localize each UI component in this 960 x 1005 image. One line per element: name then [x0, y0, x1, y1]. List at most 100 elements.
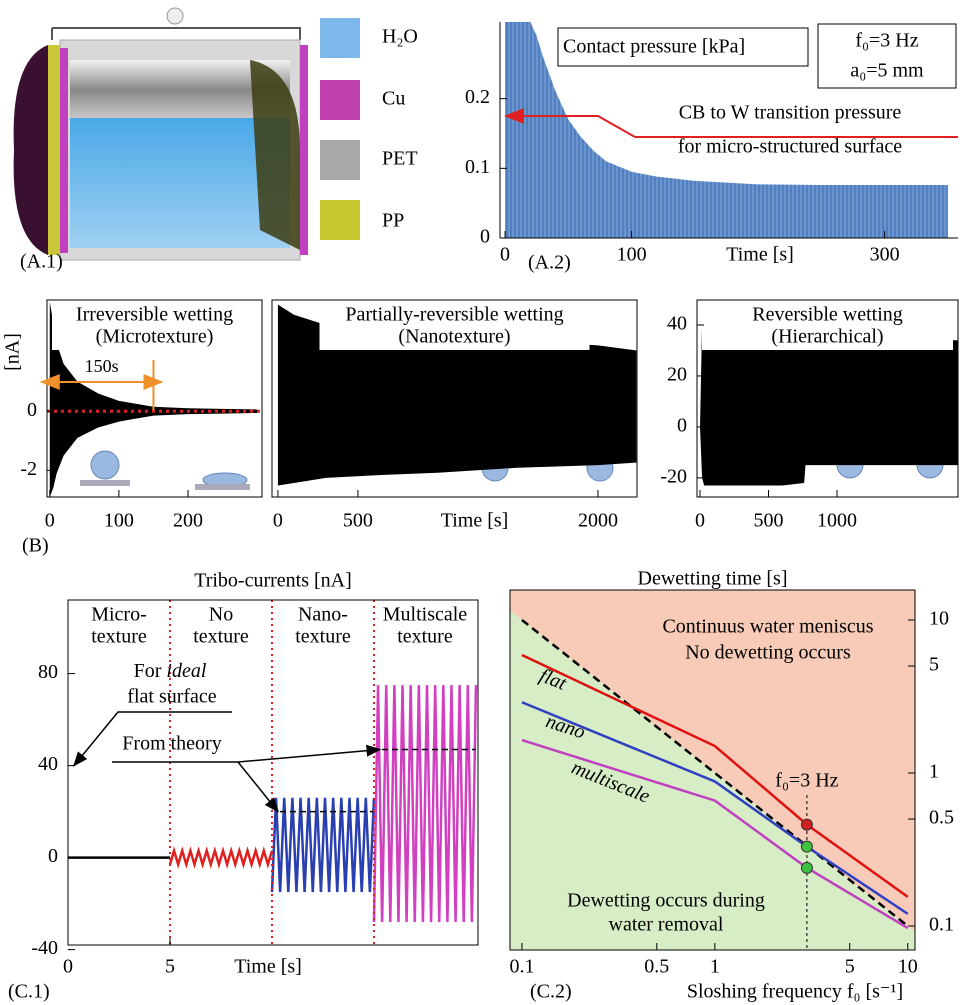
condition: a₀=5 mm — [850, 60, 924, 82]
x-tick-label: 0 — [63, 956, 73, 978]
plot-area — [510, 590, 915, 950]
x-axis-label: Sloshing frequency f₀ [s⁻¹] — [687, 981, 903, 1003]
signal-area — [505, 22, 948, 238]
threshold-arrow — [504, 108, 636, 138]
signal — [168, 846, 274, 869]
annotation: CB to W transition pressure — [679, 102, 902, 124]
y-tick-label: 40 — [38, 753, 58, 775]
panel-title: (Microtexture) — [96, 326, 214, 348]
panel-frame — [46, 299, 263, 498]
y-axis-label: [nA] — [2, 333, 24, 371]
x-tick-label: 100 — [104, 510, 134, 532]
annotation-box — [557, 27, 809, 67]
panel-label: (A.2) — [528, 252, 571, 274]
ideal-arrow — [73, 711, 232, 767]
annotation: Contact pressure [kPa] — [563, 36, 745, 58]
title-box — [702, 304, 953, 350]
panel-title: Partially-reversible wetting — [345, 304, 563, 326]
theory-arrow — [237, 744, 382, 763]
annotation-part: For — [134, 660, 162, 682]
panel-label: (C.2) — [530, 981, 572, 1003]
region-label: water removal — [609, 914, 724, 936]
series-line — [521, 738, 909, 930]
series-line — [521, 701, 909, 915]
panel-frame — [509, 589, 916, 951]
region-label: Micro- — [91, 604, 147, 626]
region-label: Continuus water meniscus — [662, 616, 873, 638]
y-tick-label: 1 — [929, 761, 939, 783]
y-tick-label: 80 — [38, 661, 58, 683]
annotation: For ideal — [134, 660, 207, 682]
x-tick-label: 500 — [343, 510, 373, 532]
x-tick-label: 10 — [898, 956, 918, 978]
annotation: for micro-structured surface — [678, 136, 902, 158]
x-tick-label: 200 — [173, 510, 203, 532]
y-tick-label: -20 — [660, 465, 687, 487]
chart-title: Tribo-currents [nA] — [194, 570, 352, 592]
y-tick-label: 0.5 — [929, 807, 954, 829]
x-tick-label: 5 — [845, 956, 855, 978]
legend-label: PP — [382, 210, 404, 232]
panel-title: Irreversible wetting — [76, 304, 233, 326]
x-tick-label: 0 — [45, 510, 55, 532]
y-tick-label: -2 — [20, 458, 37, 480]
x-tick-label: 1000 — [817, 510, 857, 532]
y-tick-label: 5 — [929, 654, 939, 676]
legend-label: Cu — [382, 88, 405, 110]
signal — [372, 685, 478, 923]
plot-area — [68, 685, 478, 923]
marker-dot — [800, 818, 813, 831]
y-tick-label: 0.2 — [465, 86, 490, 108]
signal-envelope — [49, 301, 258, 497]
region-label: texture — [397, 626, 453, 648]
x-tick-label: 300 — [870, 244, 900, 266]
panel-title: (Hierarchical) — [771, 326, 883, 348]
panel-label: (B) — [22, 535, 49, 557]
y-tick-label: 0 — [677, 415, 687, 437]
y-tick-label: -40 — [31, 937, 58, 959]
x-tick-label: 0.5 — [644, 956, 669, 978]
y-tick-label: 10 — [929, 608, 949, 630]
panel-frame — [271, 299, 638, 498]
region-label: Multiscale — [383, 604, 468, 626]
device-illustration: H₂O Cu PET PP (A.1) — [13, 7, 418, 273]
annotation-part: ideal — [166, 660, 206, 682]
marker-dot — [800, 861, 813, 874]
panel-frame — [696, 299, 959, 498]
y-tick-label: 0 — [480, 226, 490, 248]
y-tick-label: 0.1 — [929, 914, 954, 936]
annotation: flat surface — [127, 686, 217, 708]
title-box — [319, 304, 590, 350]
x-axis-label: Time [s] — [726, 244, 794, 266]
annotation: From theory — [122, 733, 221, 755]
x-tick-label: 0 — [695, 510, 705, 532]
x-tick-label: 0 — [500, 244, 510, 266]
region-label: texture — [193, 626, 249, 648]
marker-label: f₀=3 Hz — [775, 770, 838, 792]
y-tick-label: 0 — [48, 845, 58, 867]
legend-label: PET — [382, 148, 418, 170]
x-tick-label: 5 — [165, 956, 175, 978]
region-label: Dewetting occurs during — [567, 890, 765, 912]
legend-label: H₂O — [382, 26, 418, 48]
x-tick-label: 500 — [754, 510, 784, 532]
region-label: No dewetting occurs — [685, 642, 851, 664]
condition: f₀=3 Hz — [855, 30, 918, 52]
region-label: No — [209, 604, 233, 626]
x-axis-label: Time [s] — [441, 510, 509, 532]
y-tick-label: 20 — [667, 364, 687, 386]
chart-title: Dewetting time [s] — [638, 568, 788, 590]
x-tick-label: 1 — [710, 956, 720, 978]
reference-line — [521, 618, 909, 927]
panel-label: (C.1) — [8, 981, 50, 1003]
marker-dot — [800, 840, 813, 853]
plot-area — [47, 301, 262, 497]
x-tick-label: 0.1 — [509, 956, 534, 978]
x-tick-label: 2000 — [578, 510, 618, 532]
title-box — [52, 304, 257, 350]
y-tick-label: 0 — [27, 399, 37, 421]
series-line — [521, 653, 909, 898]
panel-label: (A.1) — [20, 251, 63, 273]
